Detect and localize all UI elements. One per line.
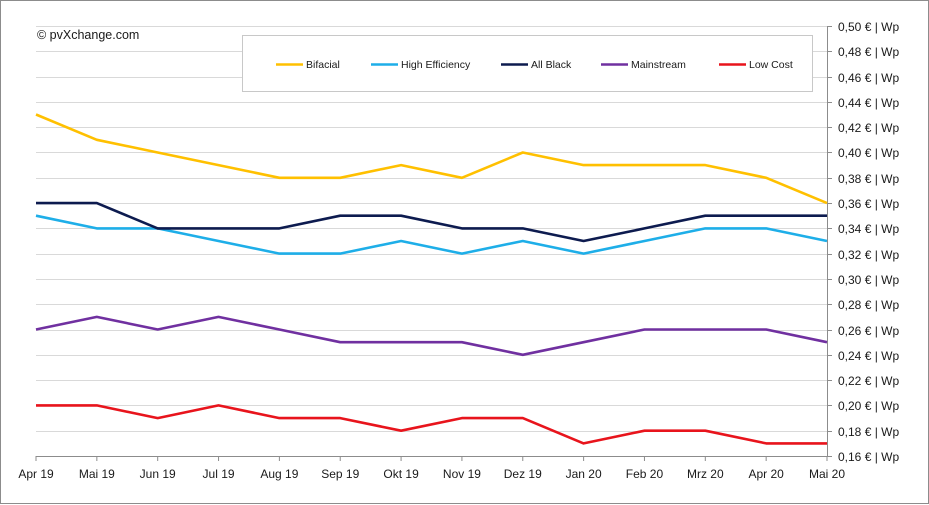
legend-label: Mainstream — [631, 59, 686, 71]
y-tick-labels: 0,50 € | Wp 0,48 € | Wp 0,46 € | Wp 0,44 € … — [838, 20, 899, 464]
legend-label: Bifacial — [306, 59, 340, 71]
x-tick-label: Mai 20 — [809, 467, 845, 481]
y-tick-label: 0,46 € | Wp — [838, 71, 899, 85]
axes — [35, 26, 832, 461]
y-tick-label: 0,34 € | Wp — [838, 222, 899, 236]
x-tick-label: Feb 20 — [626, 467, 664, 481]
y-tick-label: 0,30 € | Wp — [838, 273, 899, 287]
x-tick-label: Nov 19 — [443, 467, 481, 481]
y-tick-label: 0,50 € | Wp — [838, 20, 899, 34]
y-tick-label: 0,32 € | Wp — [838, 248, 899, 262]
series-line-low-cost — [36, 404, 827, 445]
y-tick-label: 0,22 € | Wp — [838, 374, 899, 388]
y-tick-label: 0,42 € | Wp — [838, 121, 899, 135]
y-tick-label: 0,24 € | Wp — [838, 349, 899, 363]
x-tick-label: Sep 19 — [321, 467, 359, 481]
x-tick-label: Aug 19 — [260, 467, 298, 481]
y-tick-label: 0,16 € | Wp — [838, 450, 899, 464]
x-tick-label: Jan 20 — [566, 467, 602, 481]
x-tick-label: Apr 20 — [748, 467, 784, 481]
y-tick-label: 0,40 € | Wp — [838, 146, 899, 160]
y-tick-label: 0,44 € | Wp — [838, 96, 899, 110]
series-line-mainstream — [35, 315, 828, 357]
series-line-bifacial — [35, 113, 828, 205]
legend-label: High Efficiency — [401, 59, 471, 71]
x-tick-label: Mrz 20 — [687, 467, 724, 481]
series-line-high-efficiency — [35, 214, 828, 255]
x-tick-labels: Apr 19 Mai 19 Jun 19 Jul 19 Aug 19 Sep 19 Okt … — [18, 467, 845, 481]
legend-label: Low Cost — [749, 59, 793, 71]
legend-label: All Black — [531, 59, 572, 71]
x-tick-label: Mai 19 — [79, 467, 115, 481]
x-tick-label: Jun 19 — [140, 467, 176, 481]
copyright-notice: © pvXchange.com — [37, 28, 139, 42]
y-tick-label: 0,26 € | Wp — [838, 324, 899, 338]
y-tick-label: 0,36 € | Wp — [838, 197, 899, 211]
y-tick-label: 0,28 € | Wp — [838, 298, 899, 312]
x-tick-label: Jul 19 — [203, 467, 235, 481]
series-lines — [35, 113, 828, 445]
legend: Bifacial High Efficiency All Black Mainstre… — [242, 35, 813, 92]
x-tick-label: Apr 19 — [18, 467, 54, 481]
y-tick-label: 0,38 € | Wp — [838, 172, 899, 186]
y-tick-label: 0,48 € | Wp — [838, 45, 899, 59]
y-tick-label: 0,18 € | Wp — [838, 425, 899, 439]
x-tick-label: Dez 19 — [504, 467, 542, 481]
y-tick-label: 0,20 € | Wp — [838, 399, 899, 413]
x-tick-label: Okt 19 — [383, 467, 419, 481]
series-line-all-black — [36, 201, 827, 243]
